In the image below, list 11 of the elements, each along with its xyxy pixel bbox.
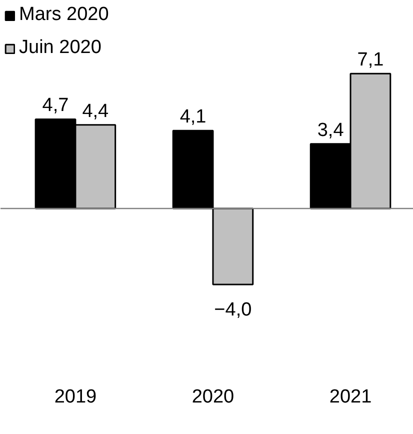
data-label: 3,4 <box>317 120 344 141</box>
x-tick-label: 2020 <box>192 386 234 408</box>
data-label: 4,4 <box>82 100 110 122</box>
data-label: −4,0 <box>214 300 252 321</box>
data-label: 4,7 <box>42 95 69 116</box>
x-tick-label: 2019 <box>54 386 97 408</box>
data-label: 7,1 <box>357 50 384 71</box>
legend-label: Mars 2020 <box>19 4 109 26</box>
x-tick-label: 2021 <box>329 386 372 408</box>
data-label: 4,1 <box>180 106 206 128</box>
legend-label: Juin 2020 <box>19 37 102 59</box>
